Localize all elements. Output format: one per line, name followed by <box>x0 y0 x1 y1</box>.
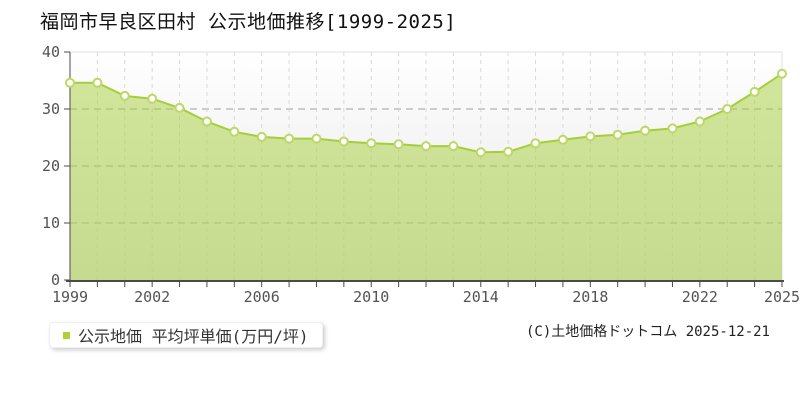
data-point-2000[interactable] <box>92 77 103 88</box>
data-point-2002[interactable] <box>147 93 158 104</box>
data-point-2004[interactable] <box>201 116 212 127</box>
data-point-2016[interactable] <box>530 138 541 149</box>
data-point-2013[interactable] <box>448 141 459 152</box>
data-point-2020[interactable] <box>640 125 651 136</box>
legend: 公示地価 平均坪単価(万円/坪) <box>49 322 323 348</box>
data-point-2019[interactable] <box>612 129 623 140</box>
data-point-2023[interactable] <box>722 104 733 114</box>
data-point-2007[interactable] <box>284 133 295 144</box>
x-tick-label: 1999 <box>52 288 88 306</box>
data-point-2021[interactable] <box>667 123 678 134</box>
copyright-text: (C)土地価格ドットコム 2025-12-21 <box>525 324 770 340</box>
data-point-2006[interactable] <box>256 131 267 142</box>
chart-title: 福岡市早良区田村 公示地価推移[1999-2025] <box>40 11 457 33</box>
x-tick-label: 2022 <box>682 288 718 306</box>
data-point-2005[interactable] <box>229 126 240 137</box>
x-tick-label: 2018 <box>572 288 608 306</box>
data-point-2009[interactable] <box>338 136 349 147</box>
data-point-2024[interactable] <box>749 86 760 97</box>
data-point-2017[interactable] <box>557 134 568 145</box>
data-point-2022[interactable] <box>694 116 705 127</box>
x-tick-label: 2002 <box>134 288 170 306</box>
data-point-2012[interactable] <box>421 141 431 152</box>
y-tick-label: 10 <box>42 214 60 232</box>
x-tick-label: 2014 <box>463 288 499 306</box>
legend-swatch-icon <box>63 331 70 339</box>
legend-label: 公示地価 平均坪単価(万円/坪) <box>78 327 309 346</box>
data-point-2011[interactable] <box>393 139 404 150</box>
data-point-2014[interactable] <box>475 147 486 158</box>
data-point-2001[interactable] <box>119 90 130 101</box>
y-tick-label: 40 <box>42 43 60 61</box>
data-point-1999[interactable] <box>65 77 75 88</box>
data-point-2015[interactable] <box>503 146 514 157</box>
y-tick-label: 30 <box>42 100 60 118</box>
data-point-2010[interactable] <box>366 138 377 149</box>
y-tick-label: 0 <box>51 271 60 289</box>
y-tick-label: 20 <box>42 157 60 175</box>
data-point-2008[interactable] <box>311 133 322 144</box>
x-tick-label: 2006 <box>244 288 280 306</box>
x-tick-label: 2010 <box>353 288 389 306</box>
data-points <box>65 68 787 158</box>
x-tick-label: 2025 <box>764 288 800 306</box>
area-fill <box>70 73 782 280</box>
tick-labels: 0 10 20 30 40 1999 2002 2006 2010 2014 2018 2022 202… <box>42 43 800 306</box>
data-point-2018[interactable] <box>585 131 596 142</box>
data-point-2003[interactable] <box>174 102 185 113</box>
data-point-2025[interactable] <box>777 68 787 79</box>
axes <box>64 51 784 287</box>
